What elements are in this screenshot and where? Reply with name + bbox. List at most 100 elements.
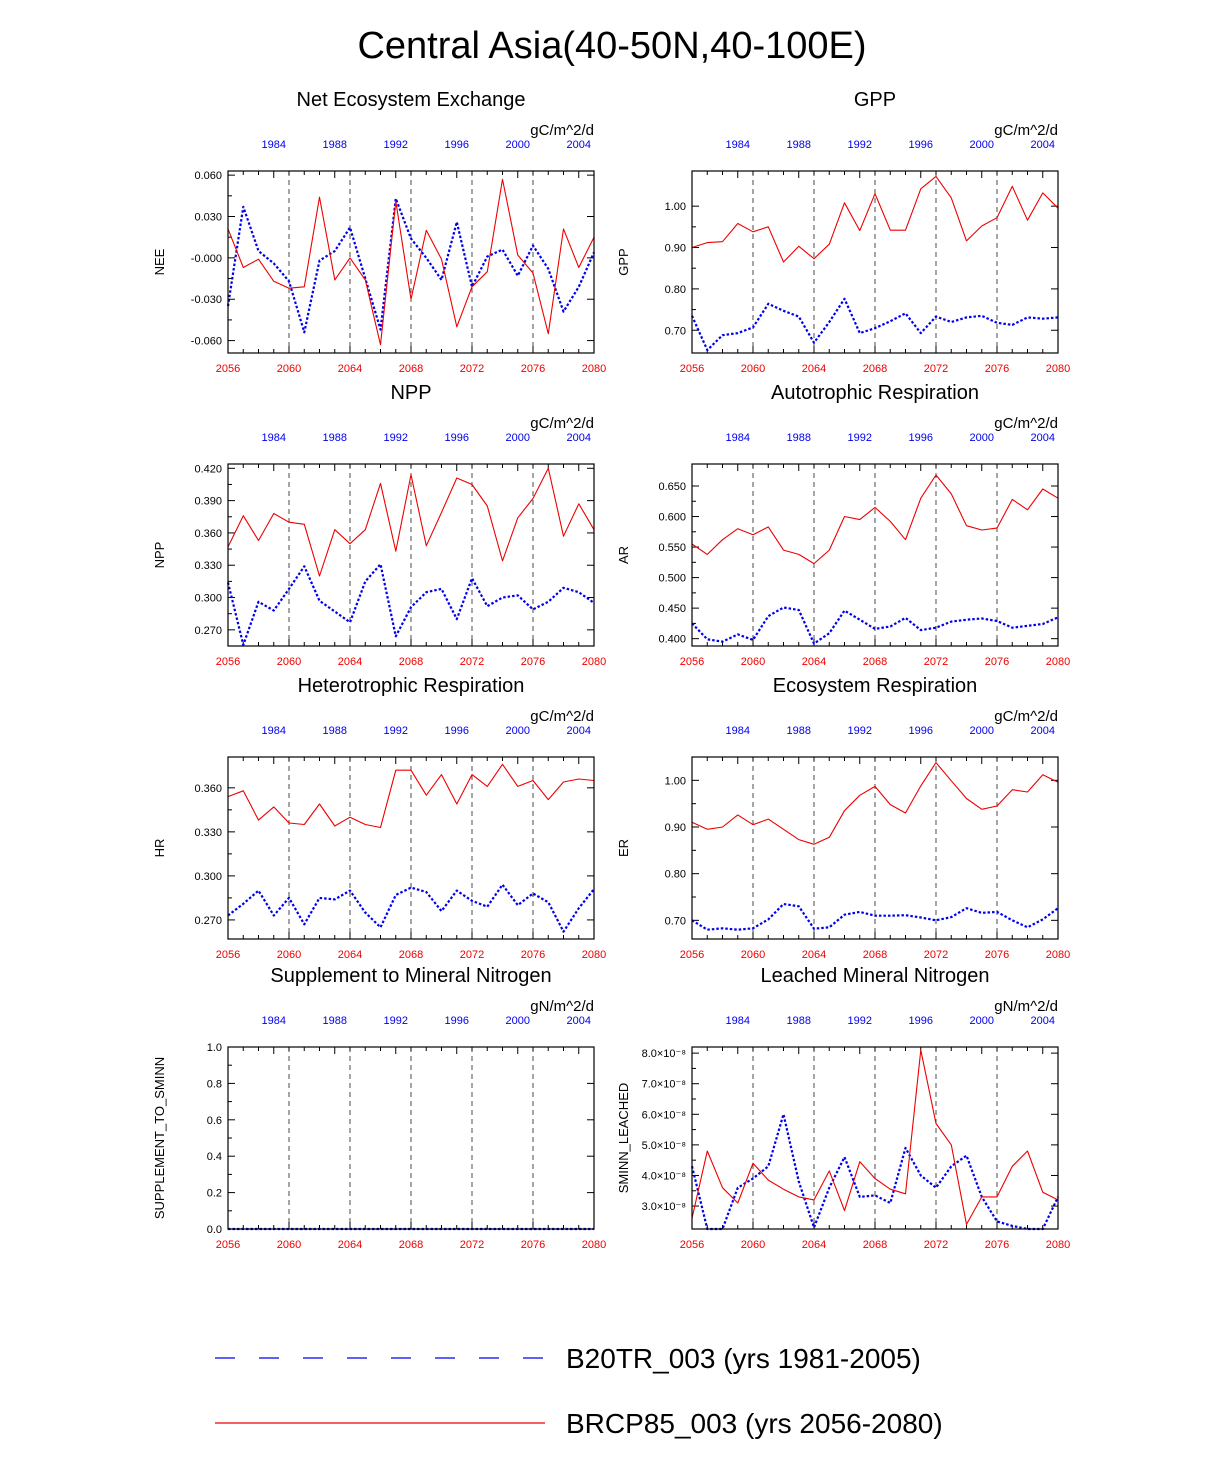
x-tick-label: 2056 (216, 656, 240, 668)
y-tick-label: 0.500 (658, 573, 686, 585)
top-tick-label: 2000 (506, 139, 530, 151)
figure-title: Central Asia(40-50N,40-100E) (357, 25, 866, 67)
panel-title: Leached Mineral Nitrogen (760, 965, 989, 987)
series-line-b20tr (690, 297, 1059, 352)
x-tick-label: 2080 (1046, 949, 1070, 961)
y-tick-label: 0.360 (194, 528, 222, 540)
y-tick-label: 6.0×10⁻⁸ (642, 1109, 686, 1121)
panel-title: NPP (390, 382, 431, 404)
x-tick-label: 2072 (924, 656, 948, 668)
top-tick-label: 1988 (323, 432, 347, 444)
plot-frame (227, 1046, 595, 1230)
series-line-b20tr (690, 1113, 1059, 1231)
x-tick-label: 2064 (338, 949, 362, 961)
y-tick-label: 0.650 (658, 481, 686, 493)
units-label: gC/m^2/d (530, 415, 594, 432)
y-tick-label: 0.330 (194, 560, 222, 572)
y-tick-label: 0.060 (194, 170, 222, 182)
top-tick-label: 1992 (384, 1015, 408, 1027)
y-tick-label: 4.0×10⁻⁸ (642, 1170, 686, 1182)
plot-frame (691, 756, 1059, 940)
legend-label-b20tr: B20TR_003 (yrs 1981-2005) (566, 1343, 921, 1374)
series-line-brcp85 (691, 1049, 1059, 1225)
x-tick-label: 2068 (399, 363, 423, 375)
y-tick-label: 0.550 (658, 542, 686, 554)
series-line-b20tr (691, 902, 1059, 931)
y-tick-label: 3.0×10⁻⁸ (642, 1201, 686, 1213)
x-tick-label: 2064 (802, 1239, 826, 1251)
panel-title: Ecosystem Respiration (773, 675, 978, 697)
top-tick-label: 1996 (445, 432, 469, 444)
top-tick-label: 1988 (323, 725, 347, 737)
panel-title: Autotrophic Respiration (771, 382, 979, 404)
x-tick-label: 2072 (924, 363, 948, 375)
top-tick-label: 2004 (1031, 432, 1055, 444)
panel-leached-mineral-nitrogen: Leached Mineral Nitrogen gN/m^2/d SMINN_LE… (616, 965, 1070, 1251)
series-line-b20tr (226, 197, 596, 334)
top-tick-label: 1984 (726, 139, 750, 151)
x-tick-label: 2072 (460, 656, 484, 668)
x-tick-label: 2076 (521, 949, 545, 961)
panel-title: Supplement to Mineral Nitrogen (270, 965, 551, 987)
top-tick-label: 1992 (848, 139, 872, 151)
y-tick-label: 0.330 (194, 827, 222, 839)
top-tick-label: 1984 (726, 725, 750, 737)
y-tick-label: 0.4 (207, 1151, 222, 1163)
units-label: gN/m^2/d (994, 998, 1058, 1015)
y-tick-label: 0.030 (194, 212, 222, 224)
plot-frame (691, 463, 1059, 647)
top-tick-label: 2000 (506, 1015, 530, 1027)
top-tick-label: 1988 (323, 1015, 347, 1027)
y-tick-label: -0.000 (191, 253, 222, 265)
top-tick-label: 1996 (909, 139, 933, 151)
top-tick-label: 1996 (445, 139, 469, 151)
top-tick-label: 1996 (909, 432, 933, 444)
top-tick-label: 1984 (262, 725, 286, 737)
x-tick-label: 2076 (985, 949, 1009, 961)
y-tick-label: 1.0 (207, 1042, 222, 1054)
top-tick-label: 1984 (262, 1015, 286, 1027)
y-tick-label: 0.90 (665, 243, 686, 255)
top-tick-label: 2000 (970, 432, 994, 444)
y-axis-label: NPP (152, 542, 167, 569)
x-tick-label: 2076 (521, 363, 545, 375)
panel-title: Net Ecosystem Exchange (297, 89, 526, 111)
x-tick-label: 2060 (277, 949, 301, 961)
units-label: gC/m^2/d (994, 415, 1058, 432)
x-tick-label: 2064 (802, 949, 826, 961)
top-tick-label: 2004 (1031, 725, 1055, 737)
y-tick-label: 1.00 (665, 775, 686, 787)
x-tick-label: 2080 (582, 363, 606, 375)
y-tick-label: 8.0×10⁻⁸ (642, 1048, 686, 1060)
top-tick-label: 1992 (384, 432, 408, 444)
x-tick-label: 2060 (741, 949, 765, 961)
y-axis-label: SUPPLEMENT_TO_SMINN (152, 1057, 167, 1219)
x-tick-label: 2076 (985, 1239, 1009, 1251)
top-tick-label: 1996 (445, 725, 469, 737)
y-tick-label: 0.600 (658, 512, 686, 524)
y-axis-label: NEE (152, 248, 167, 275)
top-tick-label: 2000 (506, 725, 530, 737)
units-label: gC/m^2/d (530, 708, 594, 725)
plot-frame (691, 170, 1059, 354)
legend: B20TR_003 (yrs 1981-2005) BRCP85_003 (yr… (215, 1343, 943, 1439)
y-tick-label: 0.400 (658, 634, 686, 646)
x-tick-label: 2056 (216, 1239, 240, 1251)
units-label: gN/m^2/d (530, 998, 594, 1015)
x-tick-label: 2072 (924, 949, 948, 961)
top-tick-label: 2004 (567, 432, 591, 444)
series-line-brcp85 (691, 762, 1059, 845)
x-tick-label: 2076 (985, 656, 1009, 668)
x-tick-label: 2068 (863, 656, 887, 668)
x-tick-label: 2064 (338, 1239, 362, 1251)
y-tick-label: 0.8 (207, 1078, 222, 1090)
x-tick-label: 2080 (1046, 656, 1070, 668)
top-tick-label: 1996 (909, 1015, 933, 1027)
panel-title: GPP (854, 89, 896, 111)
top-tick-label: 1992 (848, 725, 872, 737)
series-line-brcp85 (227, 178, 595, 346)
x-tick-label: 2060 (277, 656, 301, 668)
panel-title: Heterotrophic Respiration (298, 675, 525, 697)
series-line-brcp85 (227, 467, 595, 577)
